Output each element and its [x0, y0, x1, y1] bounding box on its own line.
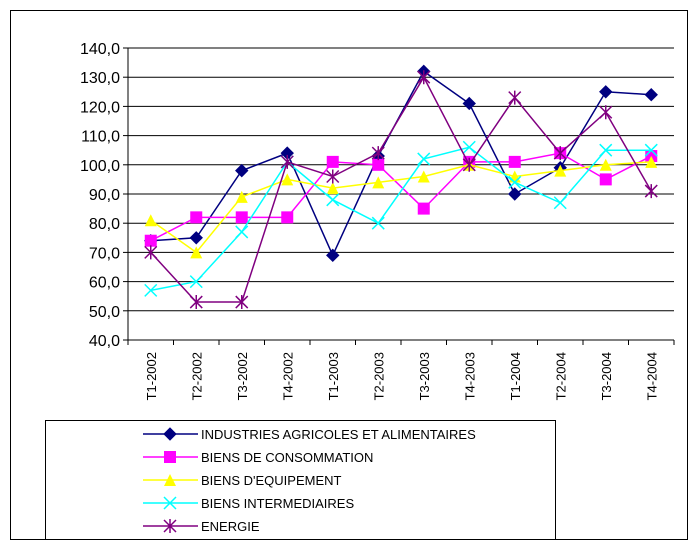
- marker: [280, 154, 294, 169]
- marker: [372, 158, 385, 171]
- marker: [144, 283, 158, 297]
- series-line: [150, 152, 652, 242]
- marker: [417, 170, 430, 183]
- y-tick-label: 40,0: [89, 333, 120, 350]
- legend-label: BIENS INTERMEDIAIRES: [201, 496, 354, 511]
- x-tick-label: T3-2004: [599, 352, 614, 400]
- marker: [462, 140, 476, 154]
- x-tick-label: T2-2004: [553, 352, 568, 400]
- marker: [235, 190, 248, 203]
- marker: [599, 143, 613, 157]
- legend-label: BIENS DE CONSOMMATION: [201, 450, 373, 465]
- x-tick-label: T3-2002: [235, 352, 250, 400]
- y-tick-label: 90,0: [89, 187, 120, 204]
- legend-label: ENERGIE: [201, 519, 260, 534]
- marker: [417, 70, 431, 85]
- marker: [326, 182, 339, 195]
- marker: [190, 211, 203, 224]
- series-line: [150, 75, 652, 303]
- marker: [326, 169, 340, 184]
- x-tick-label: T4-2004: [644, 352, 659, 400]
- marker: [235, 211, 248, 224]
- marker: [281, 173, 294, 186]
- marker: [235, 163, 249, 178]
- marker: [644, 184, 658, 199]
- legend-box: [45, 420, 556, 540]
- y-tick-label: 70,0: [89, 245, 120, 262]
- marker: [372, 176, 385, 189]
- marker: [189, 231, 203, 245]
- marker: [326, 248, 340, 263]
- y-tick-label: 110,0: [81, 129, 120, 146]
- series-line: [150, 161, 652, 254]
- y-tick-label: 130,0: [80, 70, 120, 87]
- marker: [553, 146, 567, 161]
- marker: [462, 96, 476, 111]
- marker: [189, 295, 203, 310]
- x-tick-label: T4-2003: [462, 352, 477, 400]
- y-tick-label: 60,0: [89, 275, 120, 292]
- marker: [417, 152, 431, 166]
- x-tick-label: T4-2002: [280, 352, 295, 400]
- legend-marker: [164, 474, 176, 486]
- marker: [599, 85, 613, 99]
- marker: [644, 143, 658, 157]
- marker: [326, 155, 339, 168]
- legend-marker: [164, 451, 176, 463]
- marker: [144, 214, 157, 227]
- marker: [599, 173, 612, 186]
- marker: [235, 295, 249, 310]
- marker: [371, 216, 385, 230]
- marker: [144, 245, 158, 260]
- marker: [553, 196, 567, 210]
- marker: [554, 164, 567, 177]
- marker: [326, 193, 340, 207]
- marker: [599, 105, 613, 120]
- legend-label: INDUSTRIES AGRICOLES ET ALIMENTAIRES: [201, 427, 476, 442]
- marker: [462, 157, 476, 172]
- x-tick-label: T2-2003: [371, 352, 386, 400]
- marker: [645, 155, 658, 168]
- marker: [508, 187, 522, 201]
- marker: [371, 146, 385, 161]
- y-tick-label: 140,0: [80, 41, 120, 58]
- marker: [417, 202, 430, 215]
- y-tick-label: 80,0: [89, 216, 120, 233]
- marker: [281, 211, 294, 224]
- y-tick-label: 120,0: [80, 99, 120, 116]
- y-tick-label: 50,0: [89, 304, 120, 321]
- marker: [644, 88, 658, 102]
- marker: [599, 158, 612, 171]
- x-tick-label: T1-2004: [508, 352, 523, 400]
- legend-marker: [163, 496, 177, 510]
- x-tick-label: T3-2003: [417, 352, 432, 400]
- marker: [508, 90, 522, 105]
- marker: [189, 275, 203, 289]
- legend-marker: [163, 427, 177, 441]
- legend-marker: [163, 519, 177, 533]
- legend-label: BIENS D'EQUIPEMENT: [201, 473, 342, 488]
- series-line: [150, 146, 652, 292]
- marker: [144, 234, 157, 247]
- x-tick-label: T1-2002: [144, 352, 159, 400]
- marker: [235, 225, 249, 239]
- y-tick-label: 100,0: [80, 158, 120, 175]
- marker: [508, 175, 522, 189]
- series-line: [150, 70, 652, 258]
- x-tick-label: T1-2003: [326, 352, 341, 400]
- x-tick-label: T2-2002: [189, 352, 204, 400]
- marker: [508, 155, 521, 168]
- marker: [190, 246, 203, 259]
